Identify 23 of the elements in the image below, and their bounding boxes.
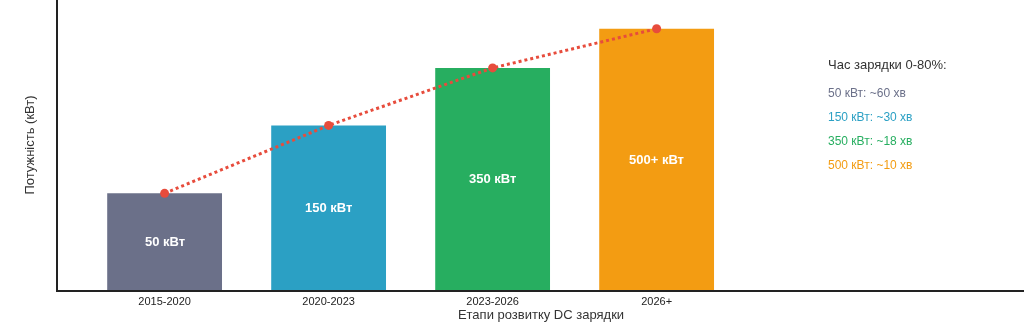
annotation: 500+ кВт [629,152,684,167]
text: 50 кВт: ~60 хв [828,86,906,100]
bar [599,28,715,290]
point [160,188,170,198]
x-axis-title: Етапи розвитку DC зарядки [457,307,625,323]
annotation: 150 кВт [305,200,353,215]
text: 350 кВт: ~18 хв [828,134,913,148]
text: 500 кВт: ~10 хв [828,158,913,172]
text: 150 кВт: ~30 хв [828,110,913,124]
x-tick-label: 2015-2020 [138,295,191,308]
text: Час зарядки 0-80%: [828,57,947,72]
bar [435,67,551,290]
x-tick-label: 2023-2026 [466,295,519,308]
point [652,24,662,34]
bar [107,193,223,290]
x-tick-label: 2026+ [641,295,673,308]
bar [271,125,387,290]
point [488,63,498,73]
x-tick-label: 2020-2023 [302,295,355,308]
annotation: 50 кВт [145,234,186,249]
point [324,120,334,130]
annotation: 350 кВт [469,171,517,186]
y-axis-title: Потужність (кВт) [22,95,38,195]
